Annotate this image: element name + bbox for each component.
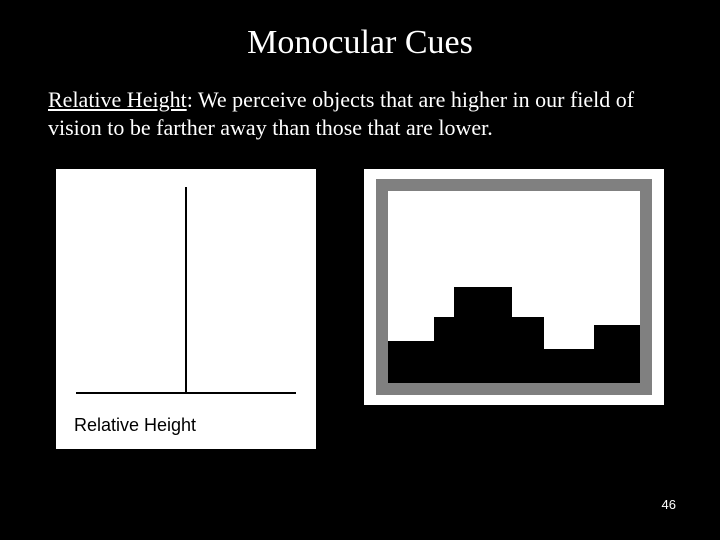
slide-title: Monocular Cues: [48, 24, 672, 62]
term-underlined: Relative Height: [48, 87, 187, 112]
relative-height-diagram: [56, 179, 316, 409]
page-number: 46: [662, 497, 676, 512]
slide: Monocular Cues Relative Height: We perce…: [0, 0, 720, 540]
skyline-diagram: [376, 179, 652, 395]
figures-row: Relative Height: [48, 169, 672, 449]
body-paragraph: Relative Height: We perceive objects tha…: [48, 86, 672, 141]
figure-right: [364, 169, 664, 405]
figure-left-caption: Relative Height: [56, 415, 196, 436]
figure-left: Relative Height: [56, 169, 316, 449]
